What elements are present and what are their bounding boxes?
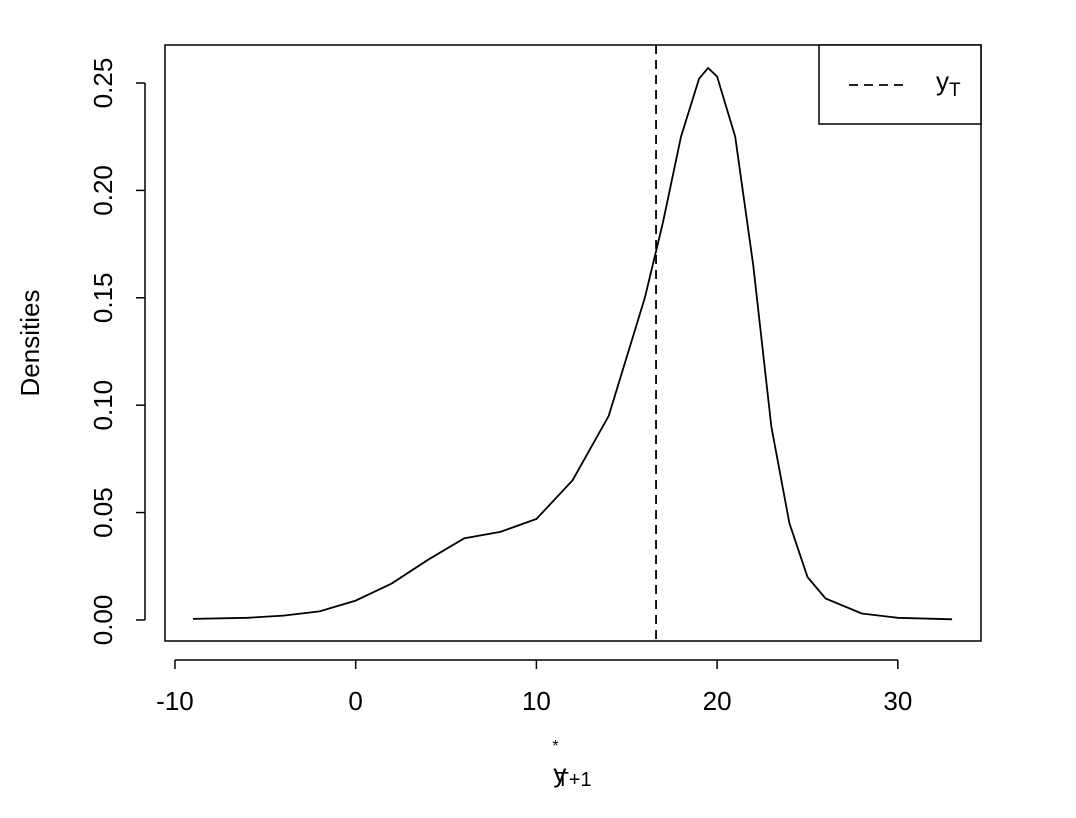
- x-axis-label: y * T+1: [552, 738, 591, 791]
- x-tick-label: 10: [522, 686, 551, 716]
- y-tick-label: 0.00: [88, 595, 118, 646]
- y-tick-label: 0.25: [88, 58, 118, 109]
- plot-frame: [164, 44, 982, 642]
- x-tick-label: 20: [703, 686, 732, 716]
- x-tick-label: -10: [156, 686, 194, 716]
- legend-label: yT: [936, 66, 961, 101]
- x-axis-label-sup: *: [552, 738, 558, 755]
- density-line: [192, 66, 953, 621]
- y-tick-label: 0.15: [88, 272, 118, 323]
- y-axis-label: Densities: [15, 290, 45, 397]
- y-tick-label: 0.20: [88, 165, 118, 216]
- legend-label-sub: T: [949, 80, 961, 101]
- x-axis-label-sub: T+1: [557, 769, 592, 791]
- legend-label-main: y: [936, 66, 949, 96]
- x-tick-label: 0: [348, 686, 362, 716]
- y-tick-label: 0.05: [88, 487, 118, 538]
- x-tick-label: 30: [883, 686, 912, 716]
- x-axis-label-main: y: [553, 758, 566, 788]
- y-tick-label: 0.10: [88, 380, 118, 431]
